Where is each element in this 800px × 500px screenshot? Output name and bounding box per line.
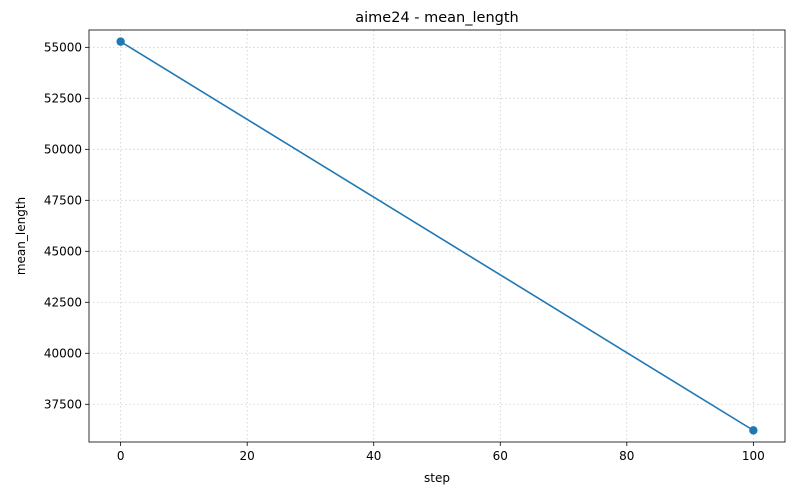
- x-tick-label: 60: [493, 449, 508, 463]
- x-tick-label: 80: [619, 449, 634, 463]
- y-axis-label: mean_length: [14, 197, 28, 275]
- y-tick-label: 55000: [44, 40, 82, 54]
- series-line: [120, 40, 754, 432]
- y-tick-label: 42500: [44, 295, 82, 309]
- grid: [89, 30, 785, 442]
- plot-frame: [88, 29, 786, 443]
- y-tick-label: 40000: [44, 346, 82, 360]
- x-tick-label: 40: [366, 449, 381, 463]
- ticks: 0 20 40 60 80 100 37500 40000 42500 45000 47500 500…: [44, 40, 765, 463]
- series-layer: [116, 37, 758, 435]
- data-point: [749, 426, 758, 435]
- data-point: [116, 37, 125, 46]
- y-tick-label: 52500: [44, 91, 82, 105]
- y-tick-label: 47500: [44, 193, 82, 207]
- x-tick-label: 0: [117, 449, 125, 463]
- x-tick-label: 20: [240, 449, 255, 463]
- x-tick-label: 100: [742, 449, 765, 463]
- y-tick-label: 50000: [44, 142, 82, 156]
- x-axis-label: step: [424, 471, 450, 485]
- y-tick-label: 45000: [44, 244, 82, 258]
- chart-title: aime24 - mean_length: [355, 10, 518, 26]
- y-tick-label: 37500: [44, 397, 82, 411]
